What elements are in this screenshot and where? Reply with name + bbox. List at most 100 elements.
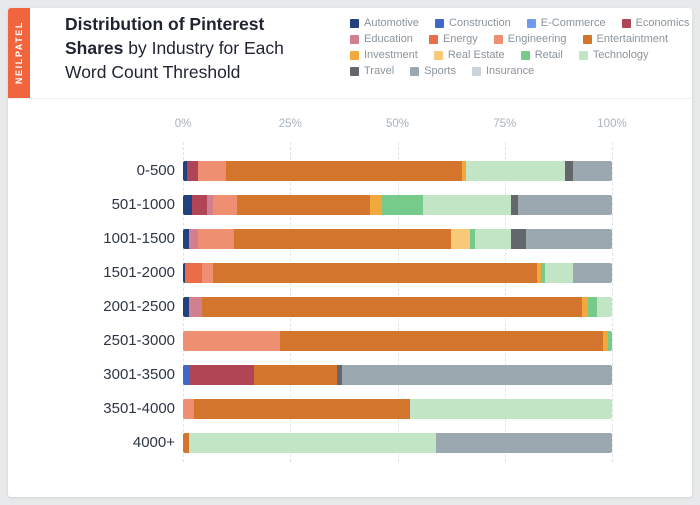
bar-segment-economics: [191, 195, 207, 215]
chart-title-bold: Distribution of Pinterest Shares: [65, 14, 265, 58]
row-label: 501-1000: [111, 196, 175, 213]
bar-segment-entertaintment: [234, 229, 452, 249]
legend-label: Retail: [534, 49, 563, 61]
legend-label: Engineering: [507, 33, 567, 45]
bar-segment-engineering: [213, 195, 237, 215]
bar-segment-sports: [526, 229, 612, 249]
x-axis: 0% 25% 50% 75% 100%: [175, 118, 627, 134]
x-axis-tick: 25%: [278, 118, 302, 130]
legend-item: Construction: [435, 17, 511, 29]
legend-swatch: [493, 34, 503, 44]
legend-item: Automotive: [350, 17, 419, 29]
bar-segment-entertaintment: [193, 399, 411, 419]
bar-segment-technology: [466, 161, 565, 181]
bar-segment-automotive: [183, 229, 190, 249]
bar-row: 4000+: [8, 433, 692, 453]
bar-row: 3501-4000: [8, 399, 692, 419]
legend-row: Investment Real Estate Retail Technology: [350, 49, 682, 61]
bar-segment-entertaintment: [279, 331, 604, 351]
legend-label: Sports: [424, 65, 456, 77]
row-label: 3501-4000: [103, 400, 175, 417]
legend-item: Entertaintment: [582, 33, 668, 45]
chart-card: NEILPATEL Distribution of Pinterest Shar…: [8, 8, 692, 497]
legend-row: Education Energy Engineering Entertaintment: [350, 33, 682, 45]
legend-swatch: [526, 18, 536, 28]
bar-row: 1001-1500: [8, 229, 692, 249]
bar-segment-sports: [517, 195, 612, 215]
bar-segment-entertaintment: [253, 365, 338, 385]
bar-segment-retail: [607, 331, 612, 351]
bar-segment-investment: [461, 161, 467, 181]
x-axis-tick: 0%: [174, 118, 192, 130]
bar-segment-investment: [536, 263, 542, 283]
legend-item: Technology: [578, 49, 649, 61]
stacked-bar: [183, 365, 612, 385]
legend-swatch: [435, 18, 445, 28]
bar-segment-retail: [470, 229, 475, 249]
bar-segment-education: [206, 195, 213, 215]
bar-segment-sports: [573, 263, 612, 283]
bar-segment-automotive: [183, 195, 192, 215]
gridline: [612, 142, 613, 462]
bar-segment-economics: [189, 365, 254, 385]
stacked-bar: [183, 263, 612, 283]
stacked-bar: [183, 433, 612, 453]
bar-segment-sports: [573, 161, 612, 181]
bar-row: 2501-3000: [8, 331, 692, 351]
bar-segment-energy: [185, 263, 203, 283]
row-label: 2001-2500: [103, 298, 175, 315]
legend-label: Automotive: [364, 17, 420, 29]
chart-title: Distribution of Pinterest Shares by Indu…: [65, 12, 321, 84]
legend-swatch: [350, 18, 359, 28]
legend: Automotive Construction E-Commerce Economic…: [350, 17, 689, 81]
legend-item: Retail: [520, 49, 563, 61]
bar-segment-retail: [541, 263, 546, 283]
bar-segment-entertaintment: [213, 263, 537, 283]
bar-segment-investment: [603, 331, 608, 351]
stacked-bar: [183, 229, 612, 249]
bar-segment-sports: [341, 365, 612, 385]
bar-segment-entertaintment: [225, 161, 462, 181]
legend-swatch: [350, 66, 359, 76]
legend-swatch: [578, 50, 588, 60]
bar-segment-travel: [511, 229, 527, 249]
legend-row: Travel Sports Insurance: [350, 65, 682, 77]
legend-item: Travel: [350, 65, 394, 77]
legend-swatch: [350, 34, 359, 44]
bar-row: 1501-2000: [8, 263, 692, 283]
legend-label: Construction: [449, 17, 511, 29]
bar-segment-entertaintment: [183, 433, 190, 453]
legend-swatch: [621, 18, 631, 28]
bar-segment-construction: [183, 365, 190, 385]
bar-row: 501-1000: [8, 195, 692, 215]
bar-segment-technology: [423, 195, 512, 215]
bar-segment-technology: [545, 263, 574, 283]
legend-swatch: [428, 34, 438, 44]
legend-row: Automotive Construction E-Commerce Economic…: [350, 17, 689, 29]
bar-segment-automotive: [183, 263, 186, 283]
legend-item: Economics: [621, 17, 690, 29]
bar-segment-education: [189, 297, 203, 317]
bar-segment-investment: [369, 195, 383, 215]
bar-segment-automotive: [183, 297, 190, 317]
chart-title-regular: by Industry for Each Word Count Threshol…: [65, 38, 284, 82]
legend-label: Energy: [442, 33, 478, 45]
bar-segment-retail: [588, 297, 597, 317]
bar-segment-engineering: [198, 229, 235, 249]
legend-swatch: [350, 50, 359, 60]
bar-segment-sports: [436, 433, 612, 453]
bar-segment-engineering: [202, 263, 214, 283]
stacked-bar: [183, 297, 612, 317]
bar-segment-engineering: [183, 331, 280, 351]
legend-item: Energy: [428, 33, 478, 45]
legend-item: E-Commerce: [526, 17, 606, 29]
legend-item: Real Estate: [433, 49, 505, 61]
bar-segment-engineering: [183, 399, 194, 419]
legend-label: Economics: [635, 17, 690, 29]
header-divider: [8, 98, 692, 99]
legend-label: Real Estate: [447, 49, 505, 61]
bar-segment-investment: [581, 297, 589, 317]
legend-label: Insurance: [485, 65, 535, 77]
legend-label: Technology: [592, 49, 649, 61]
